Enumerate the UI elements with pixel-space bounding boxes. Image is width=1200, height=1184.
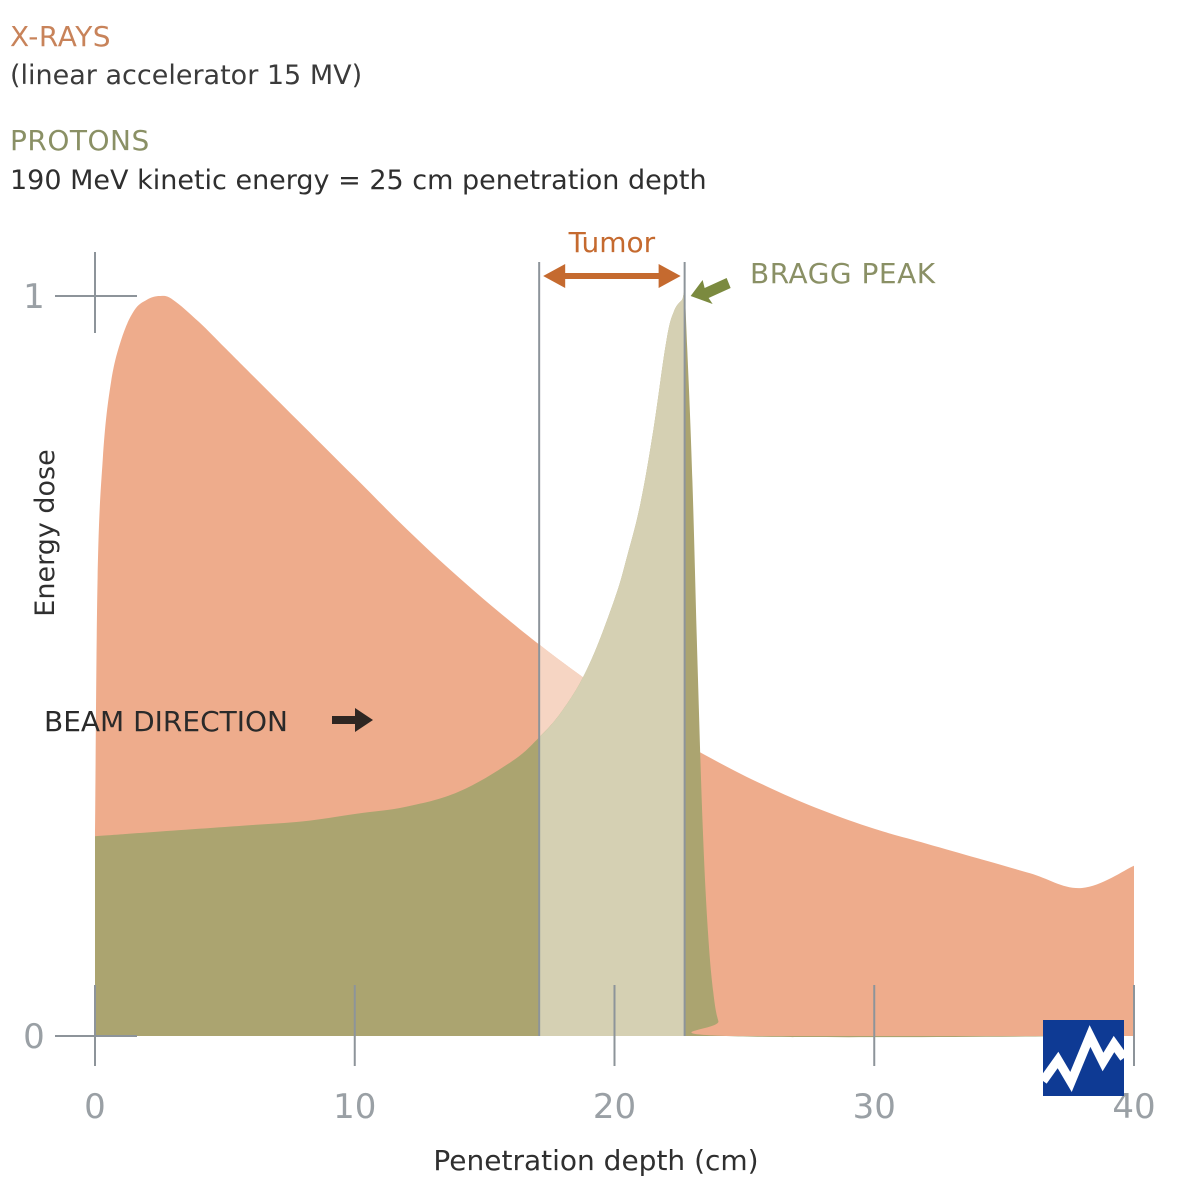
protons-dose-area-tumor-region bbox=[539, 292, 685, 1036]
y-axis-title: Energy dose bbox=[30, 449, 61, 616]
x-tick-label: 20 bbox=[593, 1087, 636, 1127]
tumor-range-arrow bbox=[543, 264, 681, 288]
beam-direction-arrow-icon bbox=[332, 708, 373, 732]
protons-title: PROTONS bbox=[10, 124, 150, 157]
beam-direction-label: BEAM DIRECTION bbox=[44, 705, 288, 738]
y-tick-label: 0 bbox=[23, 1017, 45, 1057]
x-tick-label: 0 bbox=[84, 1087, 106, 1127]
x-axis-title: Penetration depth (cm) bbox=[433, 1144, 758, 1177]
x-tick-label: 30 bbox=[853, 1087, 896, 1127]
protons-subtitle: 190 MeV kinetic energy = 25 cm penetrati… bbox=[10, 165, 707, 196]
y-tick-label: 1 bbox=[23, 277, 45, 317]
tumor-label: Tumor bbox=[568, 226, 656, 259]
tumor-arrow-left-head bbox=[543, 264, 566, 288]
bragg-peak-arrow-icon bbox=[690, 278, 731, 304]
x-tick-label: 10 bbox=[333, 1087, 376, 1127]
bragg-peak-label: BRAGG PEAK bbox=[750, 257, 936, 290]
xrays-title: X-RAYS bbox=[10, 20, 112, 53]
xrays-subtitle: (linear accelerator 15 MV) bbox=[10, 60, 363, 91]
logo bbox=[1039, 1020, 1128, 1096]
tumor-arrow-right-head bbox=[658, 264, 681, 288]
